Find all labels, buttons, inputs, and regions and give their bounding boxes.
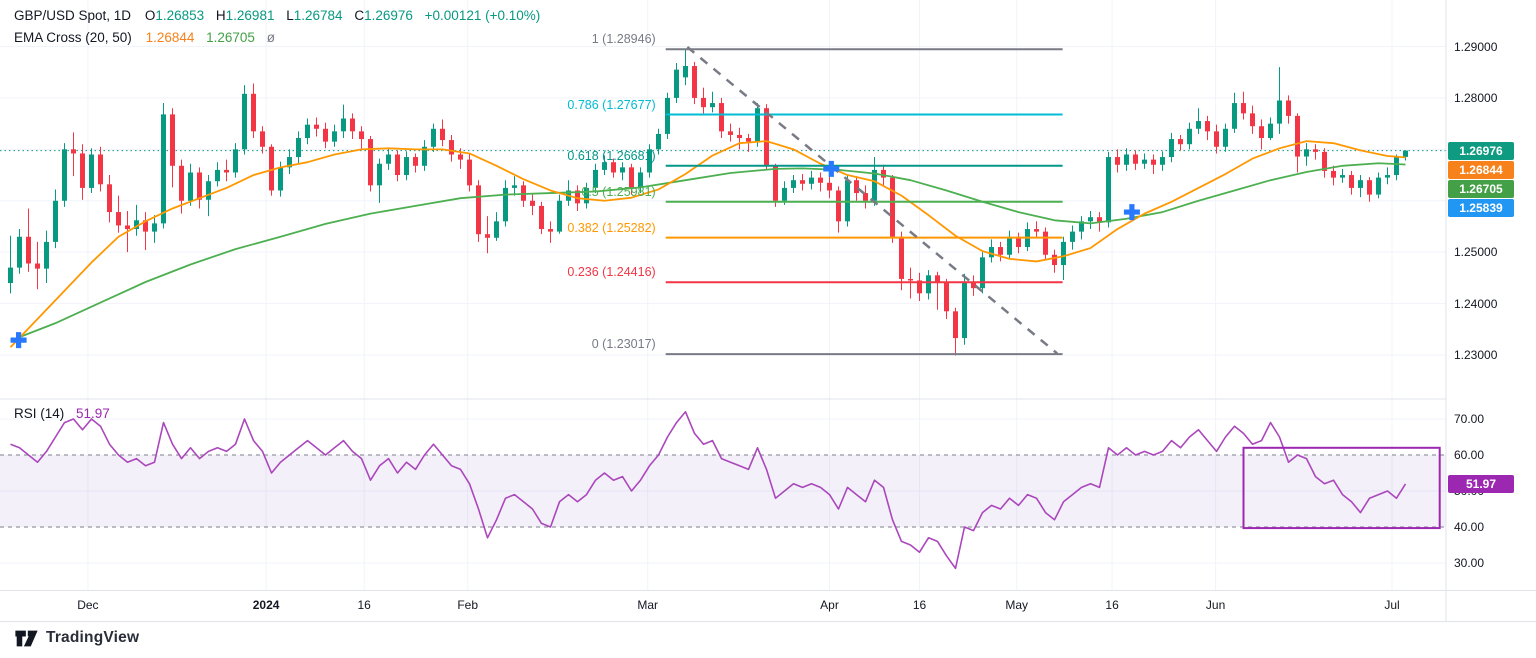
rsi-badge: 51.97 bbox=[1448, 474, 1514, 493]
price-axis-label: 1.24000 bbox=[1454, 296, 1498, 311]
tradingview-brand-text: TradingView bbox=[46, 629, 140, 646]
ema-cross-legend[interactable]: EMA Cross (20, 50) 1.26844 1.26705 ø bbox=[14, 30, 275, 45]
rsi-annotation-rect[interactable] bbox=[1242, 446, 1441, 530]
time-axis-label: Dec bbox=[77, 598, 99, 612]
time-axis-label: Jul bbox=[1384, 598, 1400, 612]
tradingview-logo-icon bbox=[15, 630, 38, 646]
high-value: 1.26981 bbox=[225, 8, 275, 23]
fib-label: 0.382 (1.25282) bbox=[567, 220, 656, 235]
ema-cross-marker-icon bbox=[1123, 204, 1140, 221]
ema20-value: 1.26844 bbox=[145, 30, 195, 45]
time-axis-label: Feb bbox=[457, 598, 479, 612]
change-value: +0.00121 (+0.10%) bbox=[424, 8, 541, 23]
symbol-title: GBP/USD Spot, 1D bbox=[14, 8, 132, 23]
time-axis-label: Apr bbox=[820, 598, 839, 612]
open-value: 1.26853 bbox=[155, 8, 205, 23]
price-badge: 1.25839 bbox=[1448, 199, 1514, 218]
rsi-axis-label: 40.00 bbox=[1454, 520, 1485, 534]
fib-label: 1 (1.28946) bbox=[591, 32, 656, 47]
price-axis-label: 1.23000 bbox=[1454, 348, 1498, 363]
price-axis-label: 1.29000 bbox=[1454, 39, 1498, 54]
candles bbox=[8, 49, 1408, 356]
low-value: 1.26784 bbox=[293, 8, 343, 23]
time-axis-label: 16 bbox=[1105, 598, 1119, 612]
rsi-axis-label: 30.00 bbox=[1454, 556, 1485, 570]
fib-label: 0.5 (1.25981) bbox=[581, 184, 656, 199]
ema-cross-marker-icon bbox=[10, 332, 27, 349]
time-axis-label: Jun bbox=[1205, 598, 1226, 612]
price-axis-label: 1.28000 bbox=[1454, 90, 1498, 105]
price-badge: 1.26705 bbox=[1448, 179, 1514, 198]
time-axis-label: 16 bbox=[912, 598, 927, 612]
ema-cross-marker-icon bbox=[823, 160, 840, 177]
fib-label: 0.236 (1.24416) bbox=[567, 265, 656, 280]
fib-label: 0.786 (1.27677) bbox=[567, 97, 656, 112]
time-axis-label: 2024 bbox=[252, 598, 280, 612]
rsi-band bbox=[0, 455, 1446, 527]
rsi-axis-label: 70.00 bbox=[1454, 412, 1485, 426]
high-label: H bbox=[215, 8, 226, 23]
time-axis-label: 16 bbox=[357, 598, 371, 612]
time-axis-label: Mar bbox=[637, 598, 659, 612]
open-label: O bbox=[144, 8, 156, 23]
price-badge: 1.26976 bbox=[1448, 141, 1514, 160]
ema20-line[interactable] bbox=[9, 140, 1406, 348]
price-axis-label: 1.25000 bbox=[1454, 245, 1498, 260]
ema-cross-title: EMA Cross (20, 50) bbox=[14, 30, 132, 45]
ema50-line[interactable] bbox=[10, 162, 1406, 342]
low-label: L bbox=[286, 8, 294, 23]
time-axis-label: May bbox=[1005, 598, 1029, 612]
ema50-value: 1.26705 bbox=[206, 30, 255, 45]
rsi-title: RSI (14) bbox=[14, 406, 65, 421]
fib-label: 0 (1.23017) bbox=[591, 337, 656, 352]
trend-line[interactable] bbox=[686, 46, 1058, 355]
rsi-line[interactable] bbox=[10, 410, 1407, 570]
fib-label: 0.618 (1.26681) bbox=[567, 148, 656, 163]
rsi-axis-label: 60.00 bbox=[1454, 448, 1485, 462]
rsi-value: 51.97 bbox=[76, 406, 110, 421]
symbol-legend[interactable]: GBP/USD Spot, 1D O1.26853 H1.26981 L1.26… bbox=[14, 8, 548, 23]
ema-hidden-icon[interactable]: ø bbox=[266, 30, 275, 45]
close-label: C bbox=[354, 8, 365, 23]
fib-retracement[interactable] bbox=[665, 48, 1063, 356]
rsi-legend[interactable]: RSI (14) 51.97 bbox=[14, 406, 110, 421]
price-badge: 1.26844 bbox=[1448, 160, 1514, 179]
close-value: 1.26976 bbox=[364, 8, 413, 23]
tradingview-logo[interactable]: TradingView bbox=[14, 629, 139, 647]
